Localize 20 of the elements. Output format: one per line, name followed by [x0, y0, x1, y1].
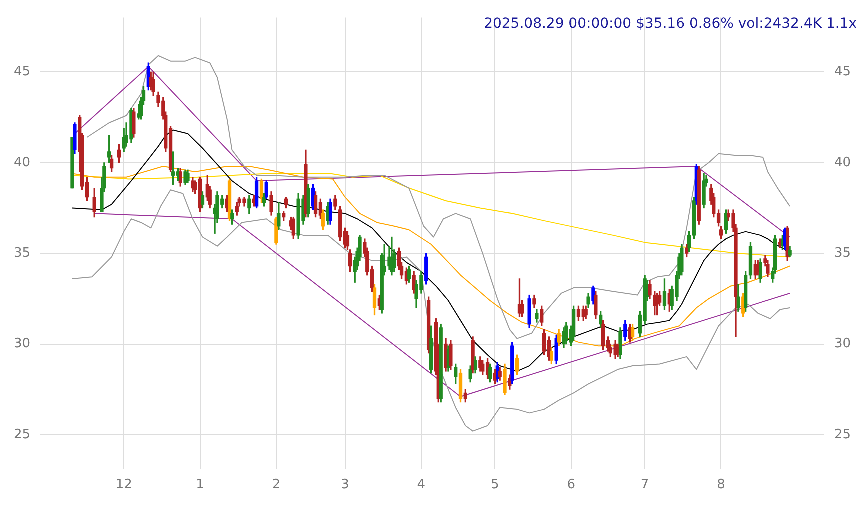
y-tick-label: 40: [14, 155, 31, 170]
x-tick-label: 5: [491, 478, 500, 493]
y2-tick-label: 45: [834, 64, 852, 80]
x-tick-label: 7: [640, 478, 650, 493]
y2-tick-label: 35: [834, 246, 852, 261]
x-tick-label: 1: [196, 478, 204, 493]
y-tick-label: 25: [14, 427, 31, 442]
y-tick-label: 30: [14, 336, 31, 352]
y-tick-label: 45: [14, 64, 31, 80]
chart-title: 2025.08.29 00:00:00 $35.16 0.86% vol:2432.4K 1.1x: [484, 16, 857, 32]
y2-tick-label: 25: [834, 427, 852, 442]
y2-tick-label: 40: [834, 155, 852, 170]
x-tick-label: 3: [341, 478, 350, 493]
x-tick-label: 6: [567, 478, 576, 493]
x-tick-label: 8: [717, 478, 726, 493]
x-tick-label: 12: [116, 478, 132, 493]
x-tick-label: 4: [417, 478, 426, 493]
y2-tick-label: 30: [834, 336, 852, 352]
x-tick-label: 2: [272, 478, 281, 493]
y-tick-label: 35: [14, 246, 31, 261]
